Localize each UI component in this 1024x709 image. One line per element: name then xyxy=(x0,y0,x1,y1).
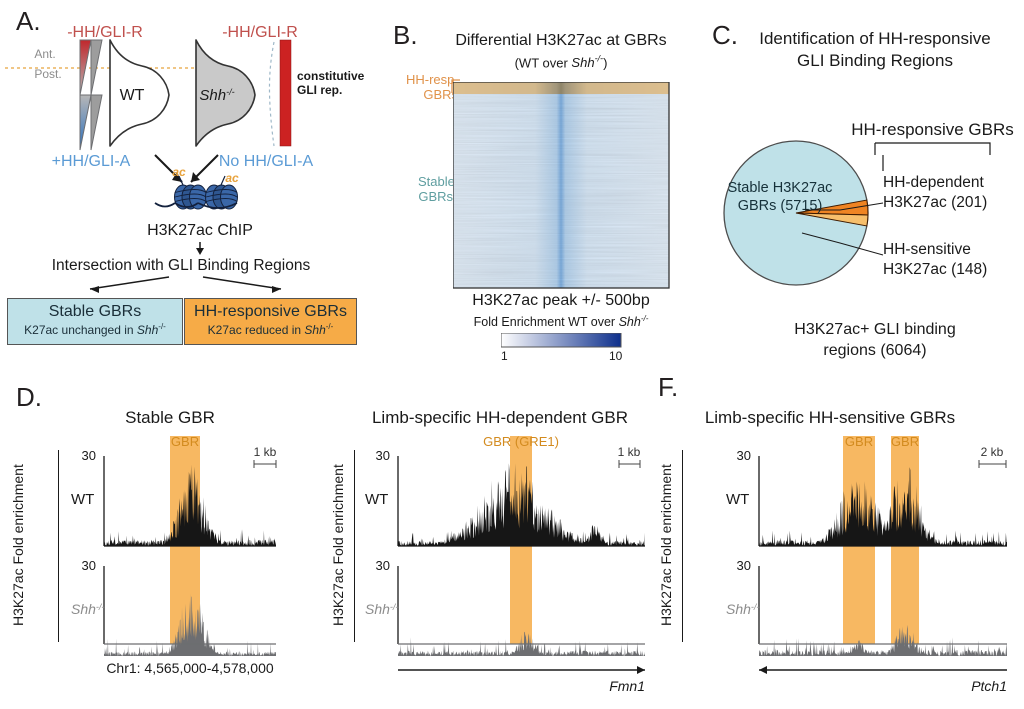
svg-text:H3K27ac ChIP: H3K27ac ChIP xyxy=(147,222,253,239)
svg-text:1 kb: 1 kb xyxy=(618,445,641,459)
svg-text:-HH/GLI-R: -HH/GLI-R xyxy=(222,24,298,41)
svg-text:30: 30 xyxy=(82,558,96,573)
svg-text:30: 30 xyxy=(737,558,751,573)
svg-text:Shh-/-: Shh-/- xyxy=(365,601,398,617)
svg-text:WT: WT xyxy=(365,491,388,508)
svg-text:No HH/GLI-A: No HH/GLI-A xyxy=(219,153,314,170)
svg-text:1 kb: 1 kb xyxy=(254,445,277,459)
svg-text:Stable H3K27ac: Stable H3K27ac xyxy=(728,180,833,196)
svg-text:30: 30 xyxy=(82,448,96,463)
svg-text:Intersection with GLI Binding: Intersection with GLI Binding Regions xyxy=(52,257,311,274)
svg-text:GBR: GBR xyxy=(891,434,919,449)
svg-text:30: 30 xyxy=(376,448,390,463)
svg-text:Ant.: Ant. xyxy=(34,47,55,61)
svg-text:GBR: GBR xyxy=(845,434,873,449)
svg-text:GBR (GRE1): GBR (GRE1) xyxy=(483,434,559,449)
svg-text:ac: ac xyxy=(225,171,239,185)
svg-text:WT: WT xyxy=(71,491,94,508)
svg-text:+HH/GLI-A: +HH/GLI-A xyxy=(52,153,131,170)
svg-text:GBR: GBR xyxy=(171,434,199,449)
svg-text:30: 30 xyxy=(737,448,751,463)
svg-text:10: 10 xyxy=(609,349,623,363)
svg-text:-HH/GLI-R: -HH/GLI-R xyxy=(67,24,143,41)
svg-text:2 kb: 2 kb xyxy=(981,445,1004,459)
svg-text:Shh-/-: Shh-/- xyxy=(71,601,104,617)
svg-text:WT: WT xyxy=(120,87,145,104)
svg-text:Shh-/-: Shh-/- xyxy=(726,601,759,617)
svg-text:Post.: Post. xyxy=(34,67,61,81)
svg-text:ac: ac xyxy=(172,165,186,179)
svg-text:30: 30 xyxy=(376,558,390,573)
svg-text:WT: WT xyxy=(726,491,749,508)
svg-text:1: 1 xyxy=(501,349,508,363)
